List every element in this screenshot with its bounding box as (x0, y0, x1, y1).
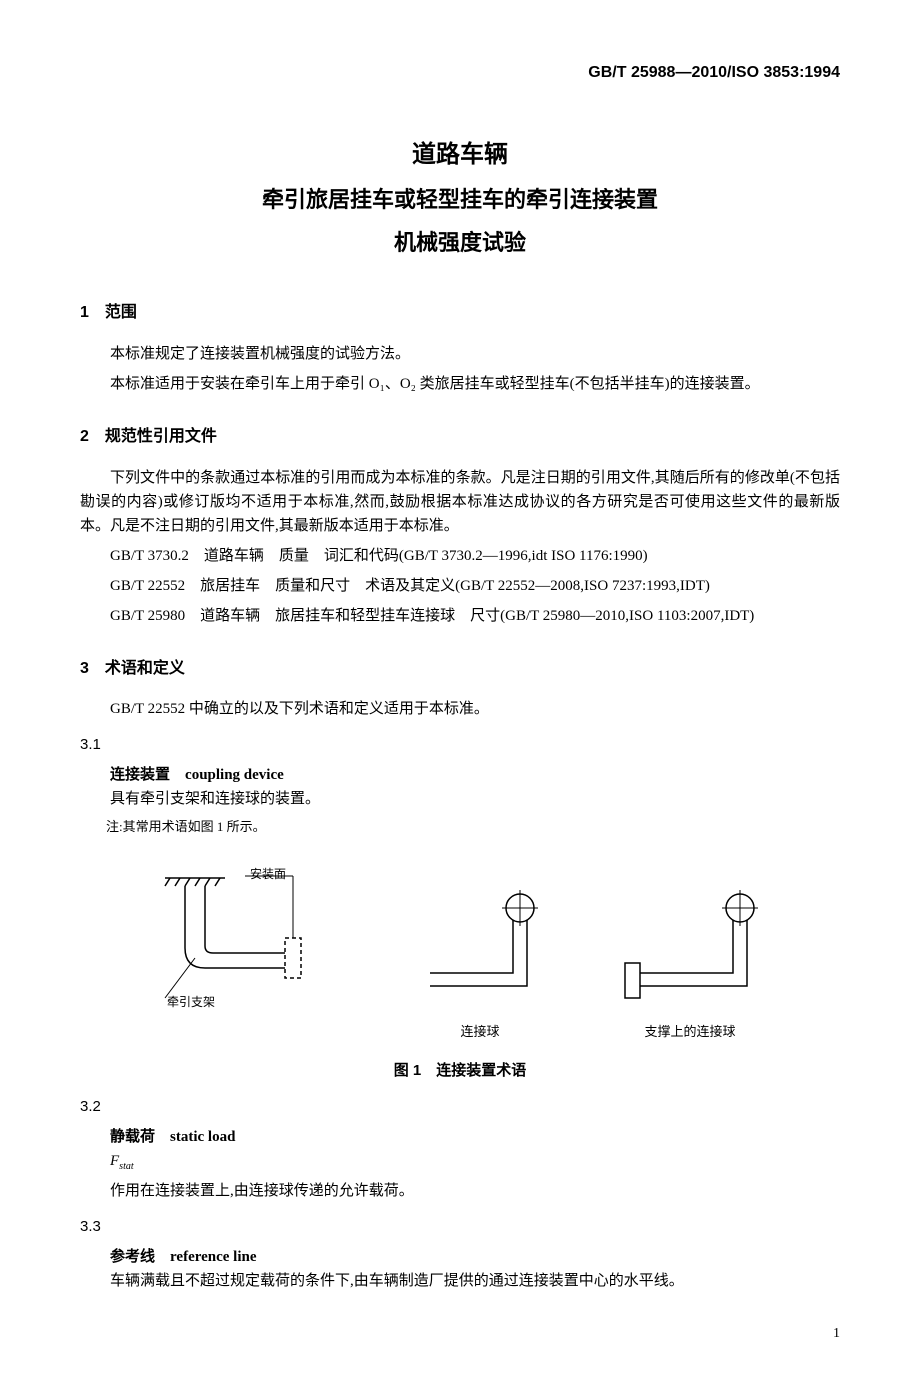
term-3-2-symbol-sub: stat (119, 1161, 133, 1172)
section-3-heading: 3 术语和定义 (80, 656, 840, 682)
section-2-heading: 2 规范性引用文件 (80, 424, 840, 450)
figure-1-svg-1: 安装面 牵引支架 (145, 858, 355, 1008)
title-line-3: 机械强度试验 (80, 225, 840, 260)
page-number: 1 (80, 1323, 840, 1345)
term-3-2-num: 3.2 (80, 1095, 840, 1119)
section-3-intro: GB/T 22552 中确立的以及下列术语和定义适用于本标准。 (80, 697, 840, 721)
term-3-2-en: static load (170, 1129, 235, 1145)
section-2-ref2: GB/T 22552 旅居挂车 质量和尺寸 术语及其定义(GB/T 22552—… (80, 574, 840, 598)
term-3-3-title: 参考线 reference line (80, 1245, 840, 1269)
term-3-2-symbol: Fstat (80, 1149, 840, 1175)
figure-1-item-1: 安装面 牵引支架 (145, 858, 355, 1043)
figure-1-svg-2 (405, 878, 555, 1008)
figure-1-svg-3 (605, 878, 775, 1008)
section-2-p1: 下列文件中的条款通过本标准的引用而成为本标准的条款。凡是注日期的引用文件,其随后… (80, 466, 840, 538)
document-header-code: GB/T 25988—2010/ISO 3853:1994 (80, 60, 840, 86)
figure-1-label-2: 连接球 (405, 1022, 555, 1043)
term-3-1-num: 3.1 (80, 733, 840, 757)
figure-1-label-1 (145, 1022, 355, 1043)
term-3-1-def: 具有牵引支架和连接球的装置。 (80, 787, 840, 811)
term-3-3-en: reference line (170, 1249, 256, 1265)
section-2-ref3: GB/T 25980 道路车辆 旅居挂车和轻型挂车连接球 尺寸(GB/T 259… (80, 604, 840, 628)
figure-1-label-bracket-inline: 牵引支架 (167, 995, 215, 1008)
term-3-1-note: 注:其常用术语如图 1 所示。 (80, 817, 840, 838)
figure-1-item-2: 连接球 (405, 878, 555, 1043)
title-line-1: 道路车辆 (80, 136, 840, 174)
figure-1-item-3: 支撑上的连接球 (605, 878, 775, 1043)
term-3-2-def: 作用在连接装置上,由连接球传递的允许载荷。 (80, 1179, 840, 1203)
figure-1: 安装面 牵引支架 连接球 (120, 858, 800, 1043)
term-3-3-def: 车辆满载且不超过规定载荷的条件下,由车辆制造厂提供的通过连接装置中心的水平线。 (80, 1269, 840, 1293)
title-line-2: 牵引旅居挂车或轻型挂车的牵引连接装置 (80, 182, 840, 217)
figure-1-label-mounting: 安装面 (250, 866, 286, 881)
figure-1-label-3: 支撑上的连接球 (605, 1022, 775, 1043)
section-1-heading: 1 范围 (80, 300, 840, 326)
term-3-1-en: coupling device (185, 767, 284, 783)
term-3-3-num: 3.3 (80, 1215, 840, 1239)
term-3-1-zh: 连接装置 (110, 766, 170, 783)
section-2-ref1: GB/T 3730.2 道路车辆 质量 词汇和代码(GB/T 3730.2—19… (80, 544, 840, 568)
term-3-2-zh: 静载荷 (110, 1128, 155, 1145)
term-3-1-title: 连接装置 coupling device (80, 763, 840, 787)
figure-1-caption: 图 1 连接装置术语 (80, 1059, 840, 1083)
term-3-2-symbol-main: F (110, 1153, 119, 1169)
title-block: 道路车辆 牵引旅居挂车或轻型挂车的牵引连接装置 机械强度试验 (80, 136, 840, 261)
term-3-2-title: 静载荷 static load (80, 1125, 840, 1149)
section-1-p2: 本标准适用于安装在牵引车上用于牵引 O₁、O₂ 类旅居挂车或轻型挂车(不包括半挂… (80, 372, 840, 396)
term-3-3-zh: 参考线 (110, 1248, 155, 1265)
section-1-p1: 本标准规定了连接装置机械强度的试验方法。 (80, 342, 840, 366)
